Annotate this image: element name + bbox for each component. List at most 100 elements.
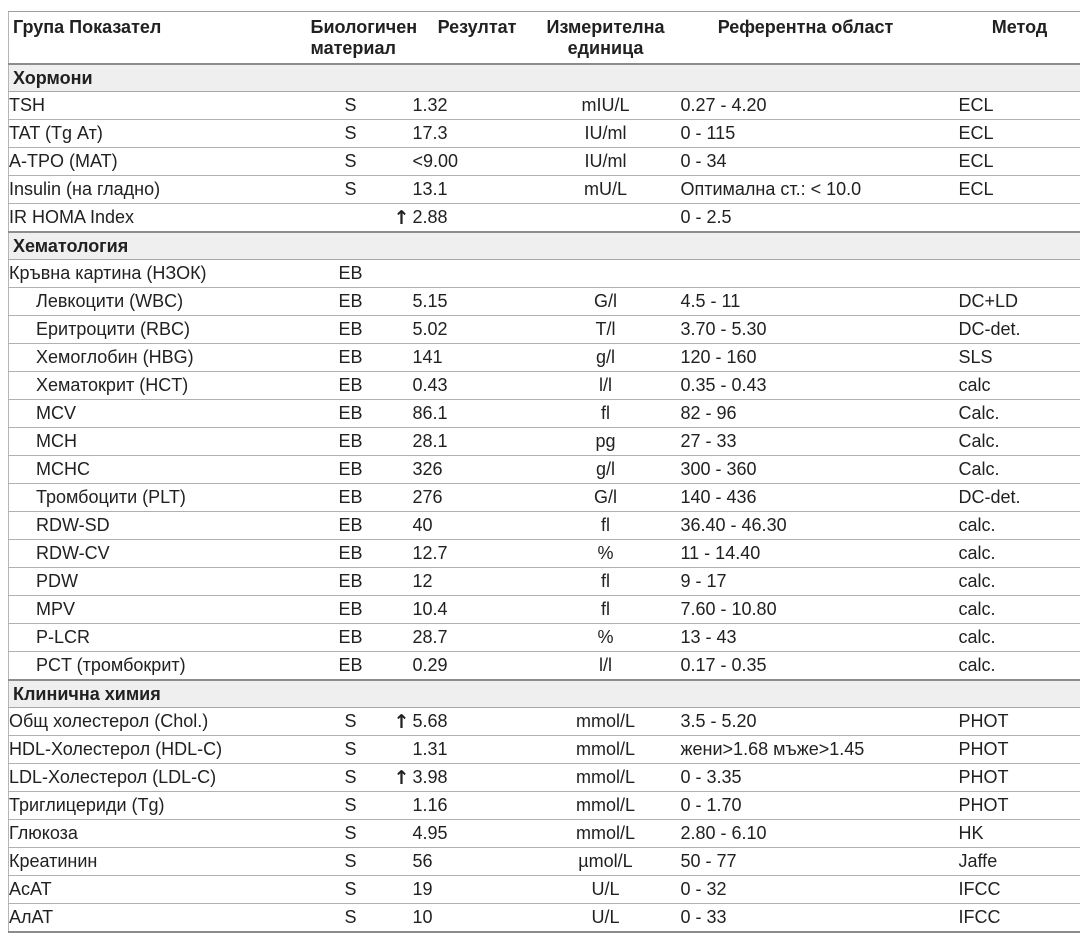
parameter-cell: PDW [9,568,311,596]
material-cell: EB [311,652,391,681]
parameter-cell: RDW-SD [9,512,311,540]
result-value: 3.98 [413,767,448,787]
reference-cell: 3.70 - 5.30 [681,316,959,344]
method-cell: calc. [959,652,1080,681]
result-value: 4.95 [413,823,448,843]
method-cell: ECL [959,176,1080,204]
unit-cell: U/L [531,904,681,933]
reference-cell: 2.80 - 6.10 [681,820,959,848]
method-cell [959,204,1080,233]
reference-cell: 0 - 115 [681,120,959,148]
result-cell: ↑5.68 [391,708,531,736]
parameter-cell: IR HOMA Index [9,204,311,233]
column-header-parameter: Група Показател [9,12,311,65]
result-cell: 10.4 [391,596,531,624]
parameter-cell: RDW-CV [9,540,311,568]
result-value: 56 [413,851,433,871]
result-value: 0.43 [413,375,448,395]
result-cell: 1.32 [391,92,531,120]
unit-cell: mmol/L [531,708,681,736]
reference-cell: 0 - 2.5 [681,204,959,233]
material-cell: S [311,92,391,120]
section-row: Клинична химия [9,680,1080,708]
material-cell: EB [311,260,391,288]
reference-cell: 0 - 32 [681,876,959,904]
material-cell: EB [311,428,391,456]
reference-cell: 7.60 - 10.80 [681,596,959,624]
unit-cell: IU/ml [531,148,681,176]
result-value: 12 [413,571,433,591]
unit-cell: pg [531,428,681,456]
material-cell: S [311,792,391,820]
unit-cell: fl [531,400,681,428]
unit-cell: mIU/L [531,92,681,120]
method-cell: HK [959,820,1080,848]
method-cell: DC-det. [959,316,1080,344]
method-cell: DC-det. [959,484,1080,512]
parameter-cell: MPV [9,596,311,624]
material-cell: S [311,708,391,736]
reference-cell: 4.5 - 11 [681,288,959,316]
result-cell: 1.31 [391,736,531,764]
parameter-cell: Тромбоцити (PLT) [9,484,311,512]
result-value: 5.68 [413,711,448,731]
result-value: 28.1 [413,431,448,451]
result-cell: 28.7 [391,624,531,652]
material-cell: EB [311,624,391,652]
unit-cell: fl [531,596,681,624]
reference-cell: 0 - 3.35 [681,764,959,792]
unit-cell: T/l [531,316,681,344]
material-cell: EB [311,288,391,316]
section-title: Хормони [9,64,1080,92]
reference-cell: 50 - 77 [681,848,959,876]
material-cell: S [311,120,391,148]
material-cell: S [311,764,391,792]
reference-cell: 0.17 - 0.35 [681,652,959,681]
method-cell: DC+LD [959,288,1080,316]
method-cell: Calc. [959,456,1080,484]
method-cell: Calc. [959,400,1080,428]
section-title: Клинична химия [9,680,1080,708]
column-header-reference: Референтна област [681,12,959,65]
unit-cell: G/l [531,484,681,512]
result-value: 1.32 [413,95,448,115]
result-cell: 0.43 [391,372,531,400]
unit-cell: l/l [531,372,681,400]
method-cell: ECL [959,120,1080,148]
reference-cell: 300 - 360 [681,456,959,484]
material-cell: EB [311,484,391,512]
method-cell: calc. [959,596,1080,624]
result-cell: 40 [391,512,531,540]
method-cell: Calc. [959,428,1080,456]
material-cell: EB [311,568,391,596]
reference-cell: 9 - 17 [681,568,959,596]
result-value: 19 [413,879,433,899]
result-cell: 4.95 [391,820,531,848]
result-value: 141 [413,347,443,367]
material-cell: EB [311,400,391,428]
reference-cell: 27 - 33 [681,428,959,456]
result-value: 5.15 [413,291,448,311]
material-cell: EB [311,344,391,372]
reference-cell: 13 - 43 [681,624,959,652]
material-cell: EB [311,596,391,624]
result-value: 5.02 [413,319,448,339]
method-cell: ECL [959,92,1080,120]
section-row: Хормони [9,64,1080,92]
result-value: 1.31 [413,739,448,759]
method-cell: IFCC [959,904,1080,933]
material-cell [311,204,391,233]
parameter-cell: АлАТ [9,904,311,933]
result-value: 10 [413,907,433,927]
parameter-cell: Кръвна картина (НЗОК) [9,260,311,288]
result-cell: 5.15 [391,288,531,316]
